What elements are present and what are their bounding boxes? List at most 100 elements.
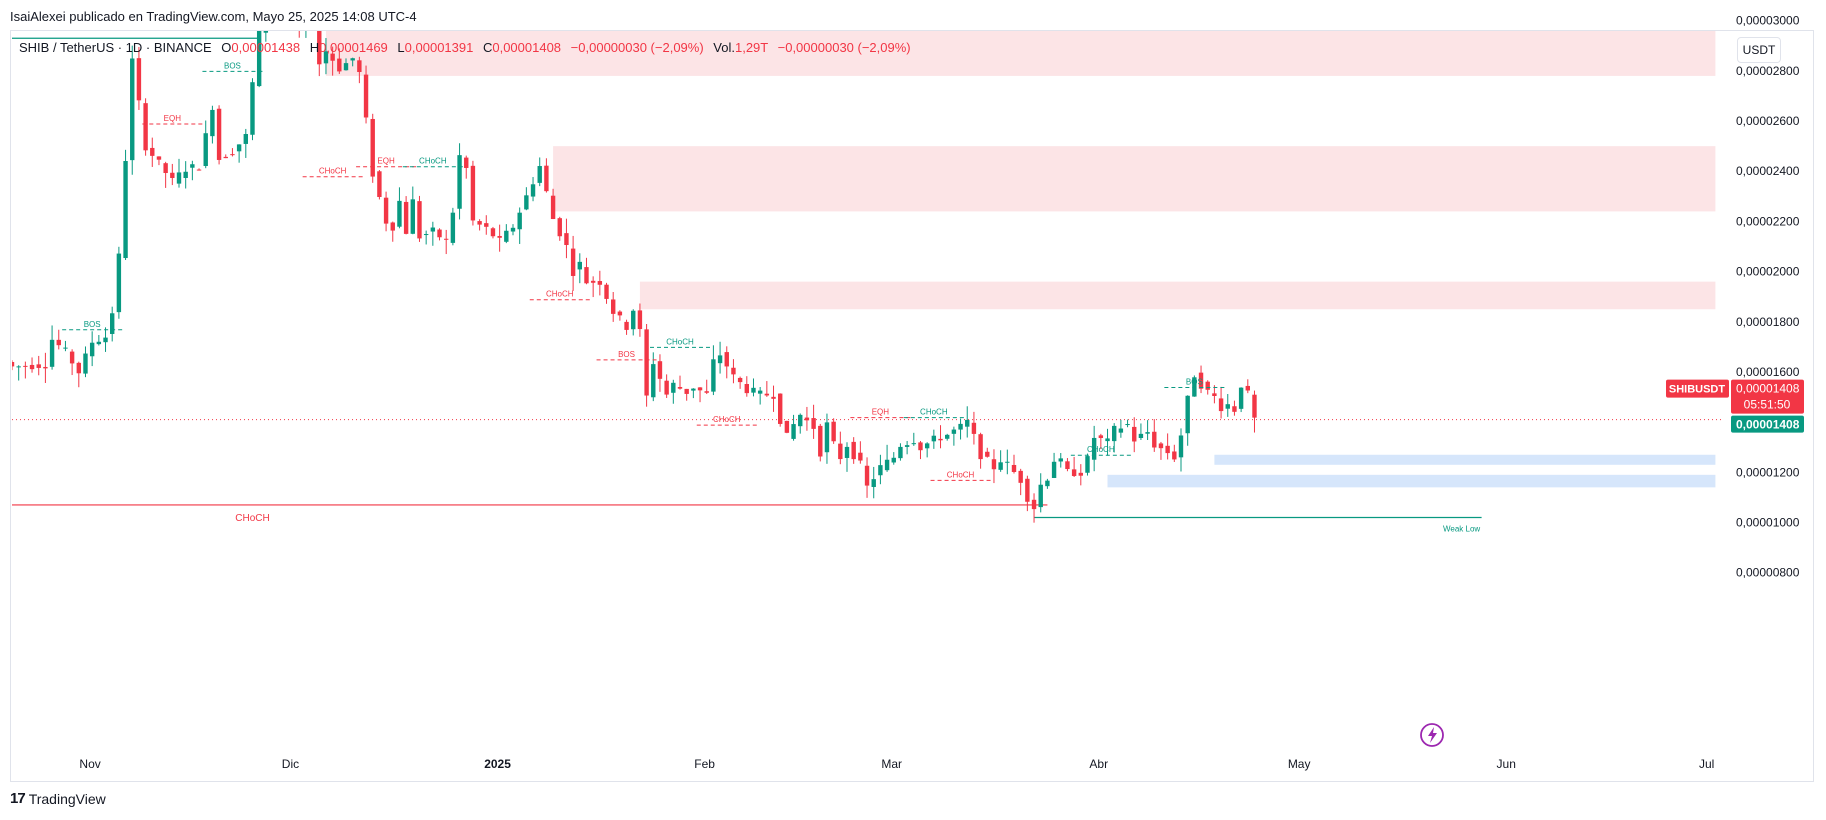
legend-symbol[interactable]: SHIB / TetherUS · 1D · BINANCE	[19, 40, 212, 55]
level-label-3: CHoCH	[235, 513, 269, 524]
candle-body	[1145, 432, 1150, 434]
candle-body	[1011, 464, 1017, 473]
candle-body	[1212, 393, 1217, 397]
structure-label-choch-11: CHoCH	[920, 408, 948, 417]
currency-unit-button[interactable]: USDT	[1737, 37, 1781, 63]
candle-body	[203, 133, 208, 166]
ohlc-legend: SHIB / TetherUS · 1D · BINANCE O0,000014…	[19, 40, 911, 55]
legend-low-label: L	[397, 40, 405, 55]
time-tick-label: May	[1288, 757, 1311, 771]
candle-body	[1185, 395, 1190, 434]
candle-body	[657, 361, 663, 379]
candle-body	[570, 248, 576, 276]
candle-body	[403, 201, 409, 234]
candle-body	[704, 391, 709, 393]
price-tick-label: 0,00002000	[1736, 265, 1800, 279]
structure-label-choch-9: CHoCH	[713, 415, 741, 424]
price-tick-label: 0,00003000	[1736, 14, 1800, 28]
candle-body	[737, 377, 743, 383]
candle-body	[63, 347, 68, 349]
candle-body	[1138, 433, 1144, 438]
legend-open-label: O	[221, 40, 232, 55]
structure-label-choch-13: CHoCH	[1087, 445, 1115, 454]
candle-body	[323, 51, 329, 64]
time-tick-label: Jul	[1699, 757, 1714, 771]
price-tag-value: 0,00001408	[1736, 382, 1800, 396]
candle-body	[764, 393, 770, 396]
candle-body	[951, 429, 957, 434]
candle-body	[156, 156, 162, 160]
candle-body	[924, 443, 930, 449]
candle-body	[357, 60, 362, 73]
legend-change: −0,00000030 (−2,09%)	[570, 40, 704, 55]
candle-body	[798, 414, 803, 427]
candle-body	[1205, 381, 1210, 390]
candle-body	[611, 299, 616, 314]
legend-low: 0,00001391	[404, 40, 474, 55]
candle-body	[751, 387, 756, 393]
candle-body	[397, 200, 402, 227]
candle-body	[223, 156, 228, 159]
candle-body	[1065, 461, 1070, 470]
price-tick-label: 0,00002800	[1736, 64, 1800, 78]
structure-label-bos-14: BOS	[1186, 378, 1203, 387]
candle-body	[938, 438, 943, 441]
candle-body	[444, 238, 449, 240]
candle-body	[370, 118, 375, 177]
price-tick-label: 0,00001800	[1736, 315, 1800, 329]
candle-body	[978, 434, 983, 460]
price-tick-label: 0,00002200	[1736, 214, 1800, 228]
chart-frame[interactable]	[10, 30, 1814, 782]
candle-body	[277, 0, 281, 11]
candle-body	[190, 164, 195, 168]
candle-body	[985, 451, 990, 457]
candle-body	[544, 165, 549, 192]
candle-body	[183, 171, 188, 178]
candle-body	[784, 420, 790, 433]
candle-body	[484, 223, 489, 227]
candle-body	[410, 199, 415, 234]
candle-body	[1085, 456, 1090, 473]
candle-body	[377, 171, 382, 197]
candle-body	[537, 166, 542, 183]
candle-body	[284, 0, 288, 10]
candle-body	[263, 31, 269, 33]
level-label-1: Weak Low	[1443, 524, 1480, 533]
structure-label-choch-5: CHoCH	[419, 157, 447, 166]
candle-body	[1152, 431, 1157, 448]
candle-body	[143, 103, 148, 151]
demand-zone-4	[1107, 474, 1716, 488]
candle-body	[1232, 406, 1237, 412]
candle-body	[590, 280, 596, 283]
candle-body	[945, 434, 950, 439]
candle-body	[684, 388, 689, 394]
candle-body	[771, 396, 776, 399]
candle-body	[878, 465, 883, 476]
candle-body	[29, 364, 35, 370]
candle-body	[744, 384, 749, 394]
structure-label-bos-7: BOS	[618, 350, 635, 359]
brand-name: TradingView	[28, 790, 106, 807]
candle-body	[1031, 499, 1037, 510]
candle-body	[12, 361, 15, 367]
candle-body	[1005, 461, 1010, 463]
candle-body	[176, 172, 182, 184]
lightning-icon[interactable]	[1420, 723, 1444, 747]
candle-body	[791, 424, 796, 439]
candle-body	[337, 58, 342, 72]
candle-body	[103, 337, 108, 343]
candle-body	[557, 218, 562, 237]
footer-brand[interactable]: 17 TradingView	[10, 790, 106, 807]
candle-body	[390, 222, 395, 231]
last-price-tag	[1731, 415, 1804, 433]
candle-body	[1245, 385, 1250, 391]
price-chart[interactable]: Strong HighWeak LowCHoCHBOSBOSEQHCHoCHEQ…	[0, 0, 1826, 790]
candle-body	[778, 393, 783, 424]
structure-label-choch-6: CHoCH	[546, 290, 574, 299]
price-tick-label: 0,00001000	[1736, 516, 1800, 530]
candle-body	[1218, 398, 1224, 412]
candle-body	[330, 53, 335, 61]
candle-body	[1078, 472, 1083, 476]
candle-body	[304, 0, 308, 25]
candle-body	[818, 425, 823, 457]
